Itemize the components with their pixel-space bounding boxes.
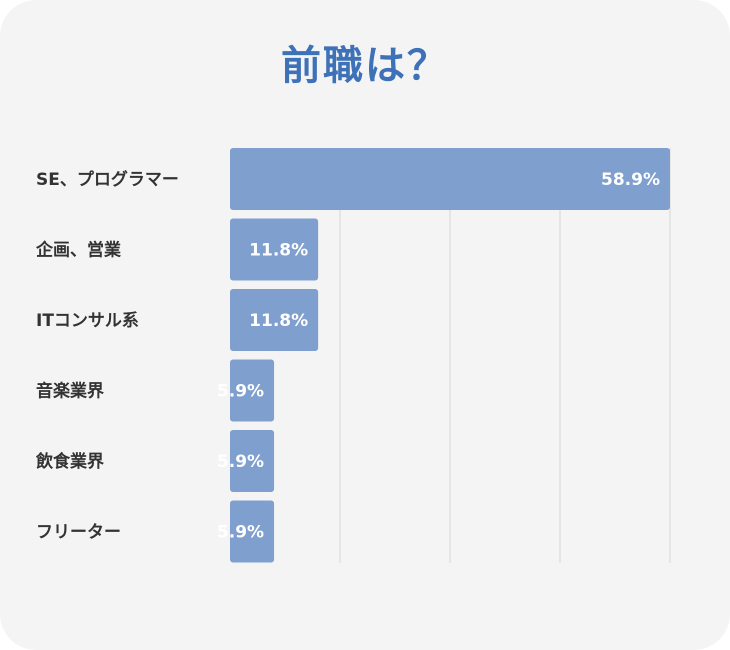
category-label-4: 飲食業界 (35, 451, 104, 472)
category-label-2: ITコンサル系 (36, 311, 139, 331)
value-label-0: 58.9% (601, 170, 660, 190)
bar-3 (230, 359, 275, 422)
bar-1 (230, 218, 319, 281)
value-label-3: 5.9% (217, 382, 264, 402)
bar-4 (230, 430, 275, 492)
value-label-2: 11.8% (249, 311, 308, 331)
bar-5 (230, 500, 275, 563)
bar-0 (230, 148, 670, 210)
category-label-3: 音楽業界 (36, 381, 104, 402)
category-label-1: 企画、営業 (35, 240, 121, 261)
bar-2 (230, 289, 319, 351)
category-label-0: SE、プログラマー (36, 169, 179, 190)
value-label-4: 5.9% (217, 452, 264, 472)
chart-title: 前職は？ (281, 43, 449, 89)
value-label-1: 11.8% (249, 241, 308, 261)
category-label-5: フリーター (36, 523, 121, 543)
value-label-5: 5.9% (217, 523, 264, 543)
